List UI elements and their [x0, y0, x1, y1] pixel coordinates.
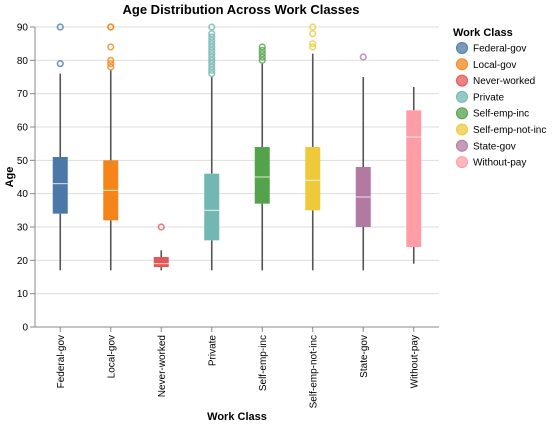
- outlier-point: [107, 23, 115, 31]
- legend-label: Private: [473, 92, 505, 103]
- legend-swatch: [456, 74, 468, 87]
- x-tick-label: Local-gov: [106, 335, 117, 378]
- x-tick-label: Self-emp-not-inc: [308, 335, 319, 408]
- outlier-point: [258, 53, 266, 61]
- y-tick-label: 0: [22, 323, 28, 334]
- y-tick-label: 50: [17, 156, 29, 167]
- outlier-point: [208, 43, 216, 51]
- outlier-point: [208, 30, 216, 38]
- outlier-point: [107, 63, 115, 71]
- legend-label: Local-gov: [473, 60, 516, 71]
- box: [153, 257, 169, 267]
- outlier-point: [258, 43, 266, 51]
- legend-label: State-gov: [473, 141, 516, 152]
- box-group-self-emp-inc: [254, 43, 270, 271]
- box-marks: [52, 23, 422, 271]
- legend-item: Self-emp-not-inc: [456, 123, 546, 136]
- outlier-point: [258, 50, 266, 58]
- outlier-point: [208, 50, 216, 58]
- outlier-point: [309, 30, 317, 38]
- legend-label: Self-emp-inc: [473, 109, 529, 120]
- legend-item: Private: [456, 90, 505, 103]
- box-group-local-gov: [103, 23, 119, 271]
- x-tick-label: Without-pay: [409, 335, 420, 388]
- outlier-point: [208, 63, 216, 71]
- gridlines: [35, 26, 439, 328]
- legend-item: Without-pay: [456, 156, 526, 169]
- outlier-point: [107, 60, 115, 68]
- outlier-point: [208, 70, 216, 78]
- legend-item: Self-emp-inc: [456, 107, 529, 120]
- box-group-never-worked: [153, 223, 169, 271]
- outlier-point: [56, 23, 64, 31]
- outlier-point: [258, 56, 266, 64]
- y-tick-label: 10: [17, 289, 29, 300]
- outlier-point: [107, 43, 115, 51]
- x-tick-label: Private: [207, 335, 218, 367]
- x-tick-label: Self-emp-inc: [258, 335, 269, 391]
- box: [204, 173, 220, 241]
- x-tick-label: State-gov: [359, 335, 370, 378]
- box: [305, 147, 321, 211]
- y-tick-label: 30: [17, 223, 29, 234]
- x-axis: Federal-gov Local-gov Never-worked Private S…: [35, 326, 439, 408]
- outlier-point: [208, 23, 216, 31]
- box: [52, 157, 68, 214]
- legend: Work Class Federal-gov Local-gov Never-wor…: [453, 27, 546, 169]
- legend-item: State-gov: [456, 139, 516, 152]
- legend-item: Never-worked: [456, 74, 535, 87]
- box: [406, 110, 422, 247]
- legend-swatch: [456, 58, 468, 71]
- legend-swatch: [456, 156, 468, 169]
- y-tick-label: 40: [17, 189, 29, 200]
- outlier-point: [157, 223, 165, 231]
- box-group-federal-gov: [52, 23, 68, 271]
- legend-swatch: [456, 139, 468, 152]
- y-tick-label: 20: [17, 256, 29, 267]
- legend-label: Without-pay: [473, 158, 526, 169]
- legend-item: Local-gov: [456, 58, 516, 71]
- legend-swatch: [456, 123, 468, 136]
- legend-label: Federal-gov: [473, 44, 526, 55]
- box-group-self-emp-not-inc: [305, 23, 321, 271]
- outlier-point: [208, 56, 216, 64]
- box-group-without-pay: [406, 87, 422, 264]
- chart-title: Age Distribution Across Work Classes: [123, 2, 360, 17]
- legend-swatch: [456, 42, 468, 54]
- box: [254, 147, 270, 204]
- outlier-point: [208, 60, 216, 68]
- box-group-private: [204, 23, 220, 271]
- outlier-point: [258, 46, 266, 54]
- outlier-point: [208, 40, 216, 48]
- outlier-point: [208, 33, 216, 41]
- outlier-point: [56, 60, 64, 68]
- y-tick-label: 90: [17, 23, 29, 34]
- x-axis-title: Work Class: [207, 411, 267, 423]
- legend-item: Federal-gov: [456, 42, 526, 55]
- legend-label: Never-worked: [473, 76, 535, 87]
- legend-swatch: [456, 107, 468, 120]
- box-group-state-gov: [355, 53, 371, 271]
- y-axis: 0 10 20 30 40 50 60 70 80 90: [17, 23, 36, 334]
- x-tick-label: Never-worked: [157, 335, 168, 397]
- outlier-point: [208, 36, 216, 44]
- outlier-point: [208, 46, 216, 54]
- legend-swatch: [456, 90, 468, 103]
- outlier-point: [309, 23, 317, 31]
- outlier-point: [208, 53, 216, 61]
- outlier-point: [309, 40, 317, 48]
- y-tick-label: 70: [17, 89, 29, 100]
- outlier-point: [208, 66, 216, 74]
- y-tick-label: 60: [17, 123, 29, 134]
- y-tick-label: 80: [17, 56, 29, 67]
- outlier-point: [107, 56, 115, 64]
- y-axis-title: Age: [4, 167, 16, 188]
- outlier-point: [359, 53, 367, 61]
- legend-title: Work Class: [453, 27, 513, 39]
- legend-label: Self-emp-not-inc: [473, 125, 546, 136]
- x-tick-label: Federal-gov: [56, 335, 67, 388]
- outlier-point: [309, 43, 317, 51]
